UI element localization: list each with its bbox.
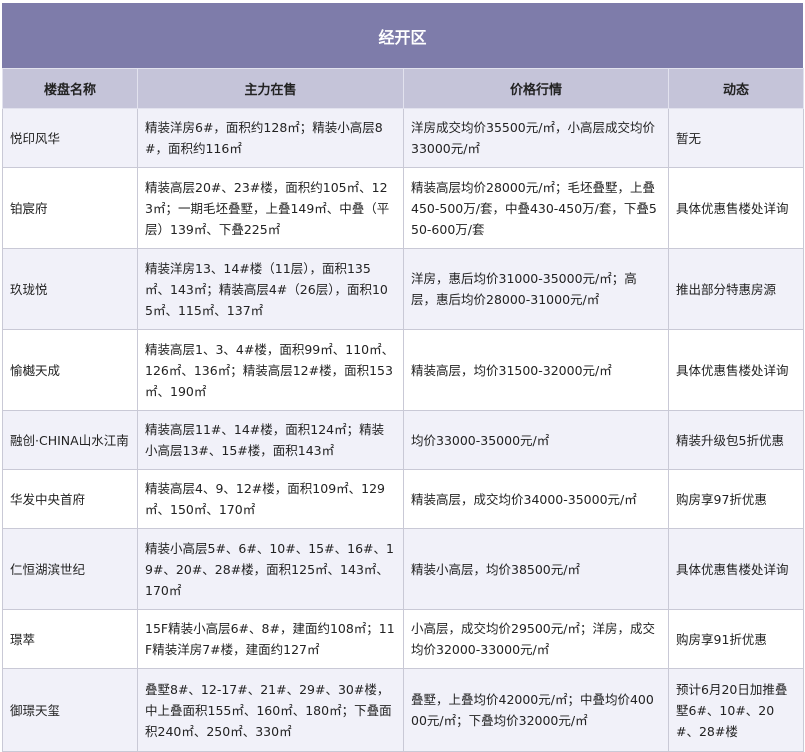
project-name-cell: 璟萃 (2, 609, 138, 669)
project-name-cell: 悦印风华 (2, 108, 138, 168)
on-sale-cell: 精装高层11#、14#楼，面积124㎡；精装小高层13#、15#楼，面积143㎡ (137, 410, 404, 470)
on-sale-cell: 精装小高层5#、6#、10#、15#、16#、19#、20#、28#楼，面积12… (137, 528, 404, 610)
project-name-cell: 仁恒湖滨世纪 (2, 528, 138, 610)
news-cell: 预计6月20日加推叠墅6#、10#、20#、28#楼 (668, 668, 804, 752)
price-cell: 精装高层均价28000元/㎡；毛坯叠墅，上叠450-500万/套，中叠430-4… (403, 167, 669, 249)
news-cell: 具体优惠售楼处详询 (668, 329, 804, 411)
price-cell: 叠墅，上叠均价42000元/㎡；中叠均价40000元/㎡；下叠均价32000元/… (403, 668, 669, 752)
news-cell: 购房享97折优惠 (668, 469, 804, 529)
table-row: 融创·CHINA山水江南 精装高层11#、14#楼，面积124㎡；精装小高层13#… (2, 410, 804, 470)
on-sale-cell: 精装洋房6#，面积约128㎡；精装小高层8#，面积约116㎡ (137, 108, 404, 168)
project-name-cell: 玖珑悦 (2, 248, 138, 330)
on-sale-cell: 精装高层20#、23#楼，面积约105㎡、123㎡；一期毛坯叠墅，上叠149㎡、… (137, 167, 404, 249)
price-cell: 小高层，成交均价29500元/㎡；洋房，成交均价32000-33000元/㎡ (403, 609, 669, 669)
project-name-cell: 融创·CHINA山水江南 (2, 410, 138, 470)
news-cell: 推出部分特惠房源 (668, 248, 804, 330)
table-row: 御璟天玺 叠墅8#、12-17#、21#、29#、30#楼，中上叠面积155㎡、1… (2, 668, 804, 752)
news-cell: 购房享91折优惠 (668, 609, 804, 669)
price-cell: 洋房，惠后均价31000-35000元/㎡；高层，惠后均价28000-31000… (403, 248, 669, 330)
on-sale-cell: 叠墅8#、12-17#、21#、29#、30#楼，中上叠面积155㎡、160㎡、… (137, 668, 404, 752)
header-news: 动态 (668, 68, 804, 109)
table-row: 悦印风华 精装洋房6#，面积约128㎡；精装小高层8#，面积约116㎡ 洋房成交均价… (2, 108, 804, 168)
table-row: 玖珑悦 精装洋房13、14#楼（11层），面积135㎡、143㎡；精装高层4#（2… (2, 248, 804, 330)
project-name-cell: 铂宸府 (2, 167, 138, 249)
news-cell: 精装升级包5折优惠 (668, 410, 804, 470)
price-cell: 洋房成交均价35500元/㎡，小高层成交均价33000元/㎡ (403, 108, 669, 168)
price-cell: 均价33000-35000元/㎡ (403, 410, 669, 470)
price-cell: 精装高层，均价31500-32000元/㎡ (403, 329, 669, 411)
price-cell: 精装高层，成交均价34000-35000元/㎡ (403, 469, 669, 529)
news-cell: 暂无 (668, 108, 804, 168)
on-sale-cell: 精装高层4、9、12#楼，面积109㎡、129㎡、150㎡、170㎡ (137, 469, 404, 529)
property-table: 楼盘名称 主力在售 价格行情 动态 悦印风华 精装洋房6#，面积约128㎡；精装小… (2, 68, 804, 752)
project-name-cell: 愉樾天成 (2, 329, 138, 411)
header-price: 价格行情 (403, 68, 669, 109)
price-cell: 精装小高层，均价38500元/㎡ (403, 528, 669, 610)
table-row: 铂宸府 精装高层20#、23#楼，面积约105㎡、123㎡；一期毛坯叠墅，上叠14… (2, 167, 804, 249)
header-row: 楼盘名称 主力在售 价格行情 动态 (2, 68, 804, 109)
news-cell: 具体优惠售楼处详询 (668, 528, 804, 610)
on-sale-cell: 15F精装小高层6#、8#，建面约108㎡；11F精装洋房7#楼，建面约127㎡ (137, 609, 404, 669)
property-table-container: 经开区 楼盘名称 主力在售 价格行情 动态 悦印风华 精装洋房6#，面积约128㎡… (2, 3, 804, 752)
news-cell: 具体优惠售楼处详询 (668, 167, 804, 249)
table-row: 华发中央首府 精装高层4、9、12#楼，面积109㎡、129㎡、150㎡、170㎡… (2, 469, 804, 529)
project-name-cell: 御璟天玺 (2, 668, 138, 752)
table-row: 璟萃 15F精装小高层6#、8#，建面约108㎡；11F精装洋房7#楼，建面约12… (2, 609, 804, 669)
header-name: 楼盘名称 (2, 68, 138, 109)
table-title: 经开区 (2, 3, 803, 68)
table-row: 愉樾天成 精装高层1、3、4#楼，面积99㎡、110㎡、126㎡、136㎡；精装高… (2, 329, 804, 411)
on-sale-cell: 精装高层1、3、4#楼，面积99㎡、110㎡、126㎡、136㎡；精装高层12#… (137, 329, 404, 411)
header-sale: 主力在售 (137, 68, 404, 109)
project-name-cell: 华发中央首府 (2, 469, 138, 529)
on-sale-cell: 精装洋房13、14#楼（11层），面积135㎡、143㎡；精装高层4#（26层）… (137, 248, 404, 330)
table-row: 仁恒湖滨世纪 精装小高层5#、6#、10#、15#、16#、19#、20#、28#… (2, 528, 804, 610)
